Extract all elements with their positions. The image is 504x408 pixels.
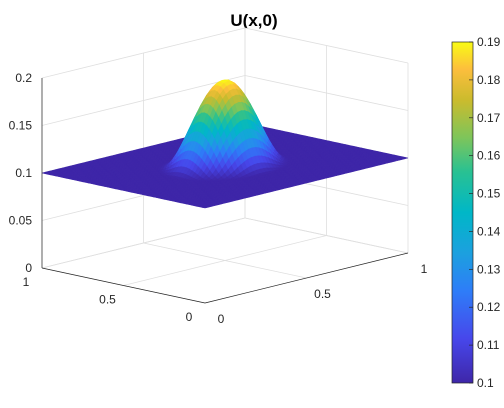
z-axis-ticks: 0 0.05 0.1 0.15 0.2 bbox=[9, 71, 33, 275]
axis-line bbox=[41, 267, 206, 304]
z-tick-label: 0.2 bbox=[15, 71, 32, 85]
colorbar-ticks: 0.1 0.11 0.12 0.13 0.14 0.15 0.16 0.17 0.18 0.19 bbox=[469, 35, 501, 390]
colorbar-tick-label: 0.16 bbox=[477, 149, 501, 163]
z-tick-label: 0 bbox=[25, 261, 32, 275]
colorbar-tick-label: 0.1 bbox=[477, 376, 494, 390]
axis-line bbox=[204, 252, 409, 304]
colorbar-tick-label: 0.19 bbox=[477, 35, 501, 49]
x-tick-label: 1 bbox=[421, 262, 428, 276]
colorbar-tick-label: 0.14 bbox=[477, 224, 501, 238]
z-tick-label: 0.1 bbox=[15, 166, 32, 180]
colorbar-bar bbox=[451, 41, 474, 384]
y-tick-label: 0 bbox=[186, 310, 193, 324]
z-tick-label: 0.15 bbox=[9, 119, 33, 133]
colorbar-tick-label: 0.13 bbox=[477, 262, 501, 276]
grid-line bbox=[123, 235, 327, 286]
z-tick-label: 0.05 bbox=[9, 214, 33, 228]
grid-line bbox=[41, 217, 246, 269]
colorbar-tick-label: 0.12 bbox=[477, 300, 501, 314]
y-axis-ticks: 00.51 bbox=[23, 275, 193, 324]
colorbar-tick-label: 0.18 bbox=[477, 73, 501, 87]
chart-title: U(x,0) bbox=[230, 11, 277, 30]
x-tick-label: 0 bbox=[218, 312, 225, 326]
y-tick-label: 0.5 bbox=[99, 293, 116, 307]
colorbar: 0.1 0.11 0.12 0.13 0.14 0.15 0.16 0.17 0.18 0.19 bbox=[451, 35, 501, 390]
x-axis-ticks: 00.51 bbox=[218, 262, 428, 326]
y-tick-label: 1 bbox=[23, 275, 30, 289]
axis-lines bbox=[41, 78, 409, 304]
x-tick-label: 0.5 bbox=[314, 287, 331, 301]
surface-patch bbox=[401, 157, 409, 160]
colorbar-tick-label: 0.17 bbox=[477, 111, 501, 125]
surface-plot bbox=[41, 79, 409, 209]
colorbar-tick-label: 0.15 bbox=[477, 187, 501, 201]
colorbar-tick-label: 0.11 bbox=[477, 338, 500, 352]
